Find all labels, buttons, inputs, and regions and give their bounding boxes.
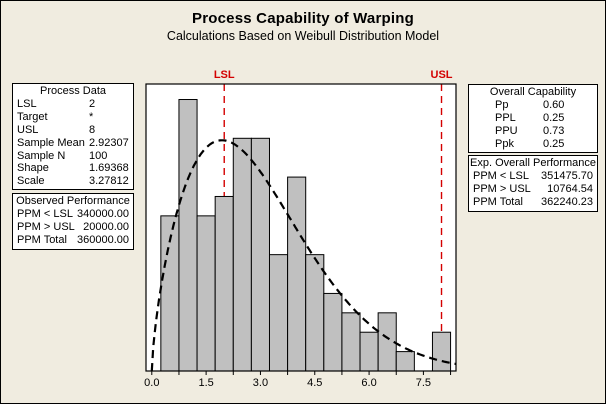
panel-row-label: Ppk <box>495 137 514 150</box>
panel-row: LSL 2 <box>13 98 133 111</box>
histogram-bar <box>232 137 252 372</box>
panel-row: PPL 0.25 <box>469 112 597 125</box>
panel-row-value: 1.69368 <box>89 162 129 175</box>
panel-row-label: PPM < LSL <box>17 207 73 220</box>
panel-row: PPM < LSL 351475.70 <box>469 170 597 183</box>
panel-row-value: 351475.70 <box>541 169 593 182</box>
panel-rows: Pp 0.60 PPL 0.25 PPU 0.73 Ppk 0.25 <box>469 99 597 151</box>
panel-row-value: 360000.00 <box>77 233 129 246</box>
panel-row-label: USL <box>17 123 39 136</box>
panel-row: Pp 0.60 <box>469 99 597 112</box>
panel-row-value: 10764.54 <box>547 182 593 195</box>
panel-row: PPM Total 360000.00 <box>13 234 133 247</box>
panel-row-label: Sample N <box>17 149 66 162</box>
panel-row: Ppk 0.25 <box>469 138 597 151</box>
exp-overall-performance-panel: Exp. Overall Performance PPM < LSL 351475… <box>468 155 598 212</box>
overall-capability-panel: Overall Capability Pp 0.60 PPL 0.25 PPU 0.73 P… <box>468 84 598 153</box>
panel-row-value: 0.25 <box>543 137 565 150</box>
panel-row-label: PPM Total <box>17 233 67 246</box>
panel-row-label: Scale <box>17 175 45 188</box>
panel-row-value: 2.92307 <box>89 136 129 149</box>
panel-row-label: Shape <box>17 162 49 175</box>
panel-row: Scale 3.27812 <box>13 175 133 188</box>
x-axis-tick-label: 7.5 <box>416 377 431 389</box>
x-axis-tick-label: 6.0 <box>361 377 376 389</box>
panel-row-label: PPM < LSL <box>473 169 529 182</box>
process-data-panel: Process Data LSL 2 Target * USL 8 Sample Mean 2… <box>12 83 134 190</box>
panel-row-label: Pp <box>495 98 509 111</box>
panel-rows: LSL 2 Target * USL 8 Sample Mean 2.92307 Sample … <box>13 98 133 188</box>
histogram-bar <box>214 195 234 372</box>
panel-row: PPM > USL 10764.54 <box>469 183 597 196</box>
panel-row-value: 20000.00 <box>83 220 129 233</box>
panel-row: Sample N 100 <box>13 150 133 163</box>
panel-row: Shape 1.69368 <box>13 162 133 175</box>
panel-row-label: PPM > USL <box>17 220 75 233</box>
panel-rows: PPM < LSL 351475.70 PPM > USL 10764.54 PPM T… <box>469 170 597 209</box>
plot-frame <box>145 83 457 372</box>
panel-row-value: * <box>89 110 94 123</box>
panel-row: PPU 0.73 <box>469 125 597 138</box>
panel-row-value: 2 <box>89 97 96 110</box>
histogram-bar <box>196 215 216 372</box>
panel-row-label: Target <box>17 110 48 123</box>
histogram-bar <box>377 312 397 372</box>
panel-row-label: PPM > USL <box>473 182 531 195</box>
x-axis-tick-label: 3.0 <box>253 377 268 389</box>
histogram-bar <box>323 292 343 372</box>
histogram-bar <box>359 331 379 372</box>
panel-row-label: LSL <box>17 97 37 110</box>
histogram-bar <box>287 176 307 372</box>
panel-title: Observed Performance <box>16 195 130 207</box>
panel-row: PPM Total 362240.23 <box>469 196 597 209</box>
histogram-bar <box>341 312 361 372</box>
histogram-bar <box>178 99 198 372</box>
panel-row-label: PPL <box>495 111 516 124</box>
panel-row: PPM < LSL 340000.00 <box>13 208 133 221</box>
panel-title: Exp. Overall Performance <box>470 157 596 169</box>
x-axis-tick-label: 0.0 <box>144 377 159 389</box>
panel-row-value: 340000.00 <box>77 207 129 220</box>
chart-subtitle: Calculations Based on Weibull Distributi… <box>166 29 440 43</box>
panel-row: PPM > USL 20000.00 <box>13 221 133 234</box>
panel-row-value: 0.60 <box>543 98 565 111</box>
histogram-bar <box>305 254 325 372</box>
histogram-bar <box>431 331 452 372</box>
histogram-bar <box>395 351 415 372</box>
observed-performance-panel: Observed Performance PPM < LSL 340000.00 P… <box>12 193 134 250</box>
panel-row-label: PPM Total <box>473 195 523 208</box>
panel-row-label: Sample Mean <box>17 136 85 149</box>
panel-row-value: 0.25 <box>543 111 565 124</box>
usl-spec-label: USL <box>431 69 453 81</box>
panel-row-value: 3.27812 <box>89 175 129 188</box>
panel-row: Sample Mean 2.92307 <box>13 137 133 150</box>
panel-row-label: PPU <box>495 124 518 137</box>
panel-row-value: 8 <box>89 123 96 136</box>
panel-row: Target * <box>13 111 133 124</box>
chart-title: Process Capability of Warping <box>192 10 414 27</box>
x-axis-tick-label: 1.5 <box>198 377 213 389</box>
panel-row-value: 100 <box>89 149 108 162</box>
panel-row-value: 0.73 <box>543 124 565 137</box>
panel-title: Process Data <box>39 85 107 97</box>
panel-row: USL 8 <box>13 124 133 137</box>
panel-title: Overall Capability <box>489 86 577 98</box>
lsl-spec-label: LSL <box>214 69 235 81</box>
panel-rows: PPM < LSL 340000.00 PPM > USL 20000.00 PPM T… <box>13 208 133 247</box>
histogram-bar <box>268 254 289 372</box>
x-axis-tick-label: 4.5 <box>307 377 322 389</box>
panel-row-value: 362240.23 <box>541 195 593 208</box>
weibull-fit-curve <box>150 139 456 371</box>
